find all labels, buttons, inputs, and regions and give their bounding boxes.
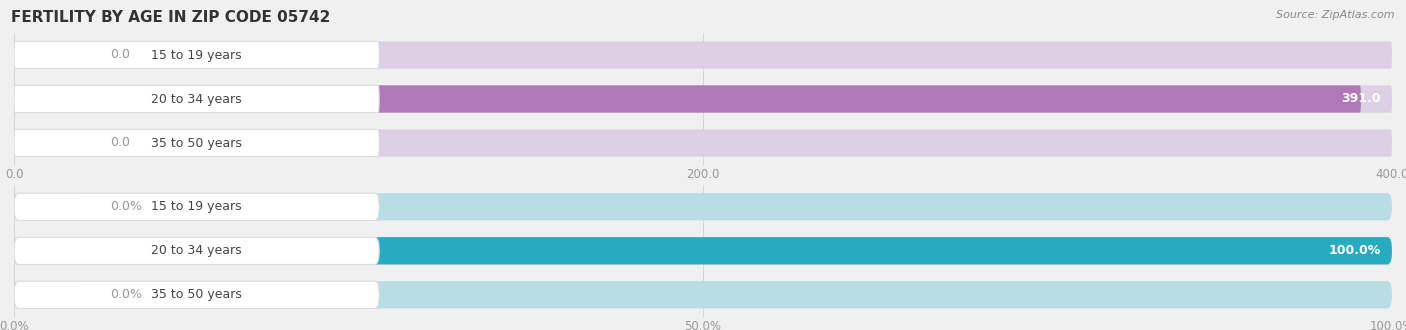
Text: 0.0%: 0.0% [111,288,142,301]
Text: 20 to 34 years: 20 to 34 years [152,92,242,106]
FancyBboxPatch shape [14,237,1392,264]
Text: 20 to 34 years: 20 to 34 years [152,244,242,257]
Text: Source: ZipAtlas.com: Source: ZipAtlas.com [1277,10,1395,20]
Text: 0.0%: 0.0% [111,200,142,213]
FancyBboxPatch shape [14,129,1392,157]
FancyBboxPatch shape [14,193,380,220]
FancyBboxPatch shape [14,85,1361,113]
FancyBboxPatch shape [14,41,90,69]
Text: 100.0%: 100.0% [1329,244,1381,257]
Text: 0.0: 0.0 [111,49,131,61]
FancyBboxPatch shape [14,129,90,157]
Text: FERTILITY BY AGE IN ZIP CODE 05742: FERTILITY BY AGE IN ZIP CODE 05742 [11,10,330,25]
FancyBboxPatch shape [14,193,1392,220]
FancyBboxPatch shape [14,281,380,309]
FancyBboxPatch shape [14,129,380,157]
FancyBboxPatch shape [14,41,380,69]
Text: 15 to 19 years: 15 to 19 years [152,200,242,213]
FancyBboxPatch shape [14,85,380,113]
FancyBboxPatch shape [14,41,1392,69]
Text: 391.0: 391.0 [1341,92,1381,106]
FancyBboxPatch shape [14,85,1392,113]
Text: 15 to 19 years: 15 to 19 years [152,49,242,61]
FancyBboxPatch shape [14,237,1392,264]
FancyBboxPatch shape [14,237,380,264]
FancyBboxPatch shape [14,281,90,309]
Text: 0.0: 0.0 [111,137,131,149]
Text: 35 to 50 years: 35 to 50 years [152,288,242,301]
Text: 35 to 50 years: 35 to 50 years [152,137,242,149]
FancyBboxPatch shape [14,281,1392,309]
FancyBboxPatch shape [14,193,90,220]
